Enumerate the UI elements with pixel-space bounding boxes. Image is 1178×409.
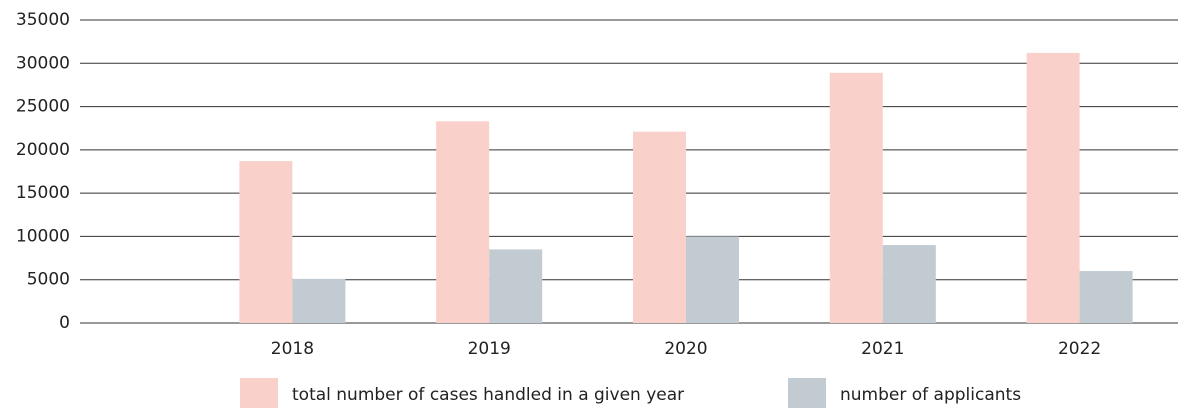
bar <box>633 131 686 323</box>
x-tick-label: 2022 <box>1058 339 1101 359</box>
y-tick-label: 25000 <box>16 97 70 117</box>
bar <box>1026 52 1080 323</box>
y-tick-label: 20000 <box>16 140 70 160</box>
y-tick-label: 5000 <box>27 270 70 290</box>
y-tick-label: 30000 <box>16 53 70 73</box>
y-tick-label: 0 <box>59 313 70 333</box>
bar <box>882 245 936 323</box>
bar <box>686 236 739 323</box>
bar <box>829 72 883 324</box>
x-tick-label: 2021 <box>861 339 904 359</box>
y-tick-label: 10000 <box>16 226 70 246</box>
legend-label: number of applicants <box>840 385 1021 405</box>
y-tick-label: 15000 <box>16 183 70 203</box>
legend-label: total number of cases handled in a given… <box>292 385 684 405</box>
y-tick-label: 35000 <box>16 10 70 30</box>
bar <box>292 278 346 323</box>
bar <box>239 161 293 323</box>
bar <box>489 249 543 323</box>
bar <box>1079 271 1133 323</box>
x-tick-label: 2018 <box>271 339 314 359</box>
legend-swatch <box>240 378 278 408</box>
x-tick-label: 2019 <box>468 339 511 359</box>
bar <box>436 121 490 323</box>
x-tick-label: 2020 <box>664 339 707 359</box>
legend-swatch <box>788 378 826 408</box>
